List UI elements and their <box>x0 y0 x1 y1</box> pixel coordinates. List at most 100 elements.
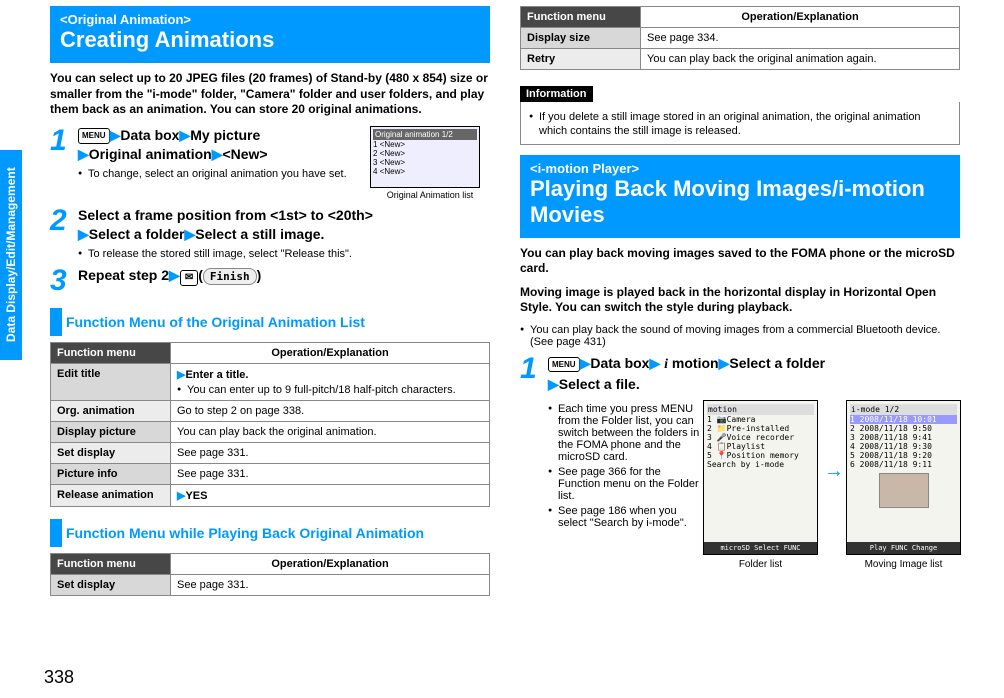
fn-name: Set display <box>51 574 171 595</box>
scr-line: 2 2008/11/18 9:50 <box>850 424 957 433</box>
scr-bottom: Play FUNC Change <box>847 542 960 554</box>
step3-head: Repeat step 2▶✉(Finish) <box>78 266 490 286</box>
info-box: If you delete a still image stored in an… <box>520 102 960 145</box>
s2l3: Select a still image. <box>195 226 324 242</box>
tri-icon: ▶ <box>110 127 121 143</box>
fn-name: Picture info <box>51 463 171 484</box>
section-tag: <Original Animation> <box>60 12 480 27</box>
step-head: MENU▶Data box▶ i motion▶Select a folder … <box>548 354 965 394</box>
scr-line: 6 2008/11/18 9:11 <box>850 460 957 469</box>
step-number: 3 <box>50 266 78 296</box>
thumb-title: Original animation 1/2 <box>373 129 477 140</box>
menu-icon: MENU <box>78 128 110 143</box>
section-title: Playing Back Moving Images/i-motion Movi… <box>530 176 950 228</box>
s2l1: Select a frame position from <1st> to <2… <box>78 207 373 223</box>
folder-list-phone: motion 1 📷Camera 2 📁Pre-installed 3 🎤Voi… <box>703 400 818 570</box>
seq: Data box <box>590 355 649 371</box>
caption: Moving Image list <box>846 559 961 570</box>
thumb-line: 3 <New> <box>373 158 477 167</box>
seq: <New> <box>222 146 267 162</box>
mail-icon: ✉ <box>180 270 198 286</box>
thumb-caption: Original Animation list <box>370 190 490 200</box>
fn-name: Org. animation <box>51 400 171 421</box>
info-bullet: If you delete a still image stored in an… <box>529 110 951 139</box>
s2l2: Select a folder <box>89 226 185 242</box>
fn-op: ▶YES <box>171 484 490 506</box>
preview-thumb <box>879 473 929 508</box>
tri-icon: ▶ <box>78 226 89 242</box>
fn-name: Edit title <box>51 363 171 400</box>
subhead: Function Menu while Playing Back Origina… <box>50 519 490 547</box>
th: Operation/Explanation <box>171 342 490 363</box>
th: Function menu <box>51 553 171 574</box>
bullet: See page 186 when you select "Search by … <box>548 505 703 529</box>
fn-op: See page 331. <box>171 574 490 595</box>
tri-icon: ▶ <box>212 146 223 162</box>
scr-line: 3 🎤Voice recorder <box>707 433 814 442</box>
scr-line: 4 📋Playlist <box>707 442 814 451</box>
subhead: Function Menu of the Original Animation … <box>50 308 490 336</box>
fn-name: Retry <box>521 49 641 70</box>
fn-op: Go to step 2 on page 338. <box>171 400 490 421</box>
th: Function menu <box>521 7 641 28</box>
tri-icon: ▶ <box>649 355 660 371</box>
op-bold: Enter a title. <box>185 369 248 381</box>
tri-icon: ▶ <box>179 127 190 143</box>
fn-name: Display size <box>521 28 641 49</box>
bullet: Each time you press MENU from the Folder… <box>548 403 703 463</box>
section-tag: <i-motion Player> <box>530 161 950 176</box>
step-3: 3 Repeat step 2▶✉(Finish) <box>50 266 490 296</box>
scr-bottom: microSD Select FUNC <box>704 542 817 554</box>
section-header: <Original Animation> Creating Animations <box>50 6 490 63</box>
scr-line: 3 2008/11/18 9:41 <box>850 433 957 442</box>
seq: Select a file. <box>559 376 640 392</box>
scr-line: 2 📁Pre-installed <box>707 424 814 433</box>
tri-icon: ▶ <box>580 355 591 371</box>
fn-name: Release animation <box>51 484 171 506</box>
step2-head: Select a frame position from <1st> to <2… <box>78 206 490 245</box>
orig-anim-thumb: Original animation 1/2 1 <New> 2 <New> 3… <box>370 126 490 200</box>
seq: My picture <box>190 127 260 143</box>
seq: Original animation <box>89 146 212 162</box>
step-1: 1 Original animation 1/2 1 <New> 2 <New>… <box>50 126 490 200</box>
step-number: 1 <box>50 126 78 200</box>
caption: Folder list <box>703 559 818 570</box>
fn-op: See page 334. <box>641 28 960 49</box>
page-number: 338 <box>44 667 74 688</box>
section-title: Creating Animations <box>60 27 480 53</box>
fn-name: Display picture <box>51 421 171 442</box>
function-table-1: Function menuOperation/Explanation Edit … <box>50 342 490 507</box>
scr-line: 5 2008/11/18 9:20 <box>850 451 957 460</box>
step1-bullet: To change, select an original animation … <box>78 168 490 180</box>
step-2: 2 Select a frame position from <1st> to … <box>50 206 490 260</box>
section-header: <i-motion Player> Playing Back Moving Im… <box>520 155 960 238</box>
right-column: Function menuOperation/Explanation Displ… <box>510 0 970 698</box>
s3: Repeat step 2 <box>78 267 169 283</box>
image-screen: i-mode 1/2 1 2008/11/18 10:01 2 2008/11/… <box>846 400 961 555</box>
fn-op: You can play back the original animation… <box>171 421 490 442</box>
scr-line: 1 📷Camera <box>707 415 814 424</box>
left-column: <Original Animation> Creating Animations… <box>40 0 500 698</box>
intro-text: You can play back moving images saved to… <box>520 246 960 277</box>
step-number: 1 <box>520 354 548 570</box>
seq: Data box <box>120 127 179 143</box>
bullet: See page 366 for the Function menu on th… <box>548 466 703 502</box>
folder-screen: motion 1 📷Camera 2 📁Pre-installed 3 🎤Voi… <box>703 400 818 555</box>
tri-icon: ▶ <box>719 355 730 371</box>
op-bold: YES <box>185 490 207 502</box>
th: Operation/Explanation <box>171 553 490 574</box>
intro-text: Moving image is played back in the horiz… <box>520 285 960 316</box>
thumb-line: 2 <New> <box>373 149 477 158</box>
step2-bullet: To release the stored still image, selec… <box>78 248 490 260</box>
scr-line: 5 📍Position memory <box>707 451 814 460</box>
bullet: You can play back the sound of moving im… <box>520 324 960 348</box>
function-table-0: Function menuOperation/Explanation Displ… <box>520 6 960 70</box>
fn-name: Set display <box>51 442 171 463</box>
fn-op: See page 331. <box>171 463 490 484</box>
scr-title: motion <box>707 404 814 415</box>
thumb-line: 1 <New> <box>373 140 477 149</box>
seq: motion <box>672 355 719 371</box>
tri-icon: ▶ <box>78 146 89 162</box>
scr-title: i-mode 1/2 <box>850 404 957 415</box>
step1-bullets: Each time you press MENU from the Folder… <box>548 400 703 529</box>
